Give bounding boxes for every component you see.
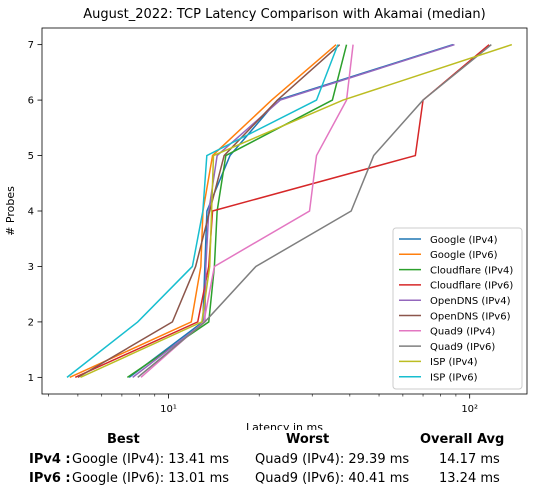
legend-entry: ISP (IPv4) bbox=[430, 357, 478, 368]
legend-entry: Quad9 (IPv4) bbox=[430, 327, 495, 338]
legend-entry: Cloudflare (IPv6) bbox=[430, 281, 513, 292]
ipv6-best: Google (IPv6): 13.01 ms bbox=[72, 471, 230, 486]
ipv6-avg: 13.24 ms bbox=[439, 471, 500, 486]
ipv6-worst: Quad9 (IPv6): 40.41 ms bbox=[255, 471, 410, 486]
ipv4-best: Google (IPv4): 13.41 ms bbox=[72, 452, 230, 467]
x-tick-label: 10² bbox=[461, 404, 478, 415]
legend-entry: Quad9 (IPv6) bbox=[430, 342, 495, 353]
legend-entry: Google (IPv4) bbox=[430, 235, 498, 246]
y-axis-label: # Probes bbox=[4, 186, 17, 236]
legend-entry: Google (IPv6) bbox=[430, 250, 498, 261]
worst-header: Worst bbox=[286, 432, 330, 447]
series-line-9 bbox=[66, 44, 339, 378]
y-tick-label: 5 bbox=[28, 151, 34, 162]
ipv6-row-label: IPv6 : bbox=[29, 471, 71, 486]
legend-entry: ISP (IPv6) bbox=[430, 373, 478, 384]
best-header: Best bbox=[107, 432, 140, 447]
y-tick-label: 7 bbox=[28, 40, 34, 51]
summary-table: Best Worst Overall Avg IPv4 : Google (IP… bbox=[0, 428, 541, 496]
y-tick-label: 4 bbox=[28, 207, 34, 218]
x-axis-label: Latency in ms bbox=[246, 421, 323, 430]
legend-entry: Cloudflare (IPv4) bbox=[430, 265, 513, 276]
y-tick-label: 1 bbox=[28, 373, 34, 384]
series-line-7 bbox=[137, 44, 492, 378]
ipv4-worst: Quad9 (IPv4): 29.39 ms bbox=[255, 452, 410, 467]
ipv4-row-label: IPv4 : bbox=[29, 452, 71, 467]
series-line-6 bbox=[140, 44, 354, 378]
x-tick-label: 10¹ bbox=[160, 404, 177, 415]
legend-entry: OpenDNS (IPv6) bbox=[430, 311, 511, 322]
y-tick-label: 2 bbox=[28, 317, 34, 328]
legend-frame bbox=[392, 227, 523, 390]
y-tick-label: 3 bbox=[28, 262, 34, 273]
chart-title: August_2022: TCP Latency Comparison with… bbox=[83, 7, 485, 22]
series-line-2 bbox=[126, 44, 348, 378]
series-line-5 bbox=[77, 44, 341, 379]
avg-header: Overall Avg bbox=[420, 432, 505, 447]
latency-chart: August_2022: TCP Latency Comparison with… bbox=[4, 7, 528, 430]
ipv4-avg: 14.17 ms bbox=[439, 452, 500, 467]
chart-legend: Google (IPv4) Google (IPv6) Cloudflare (IP… bbox=[392, 227, 523, 390]
legend-entry: OpenDNS (IPv4) bbox=[430, 296, 511, 307]
series-line-8 bbox=[80, 43, 513, 379]
y-tick-label: 6 bbox=[28, 96, 34, 107]
